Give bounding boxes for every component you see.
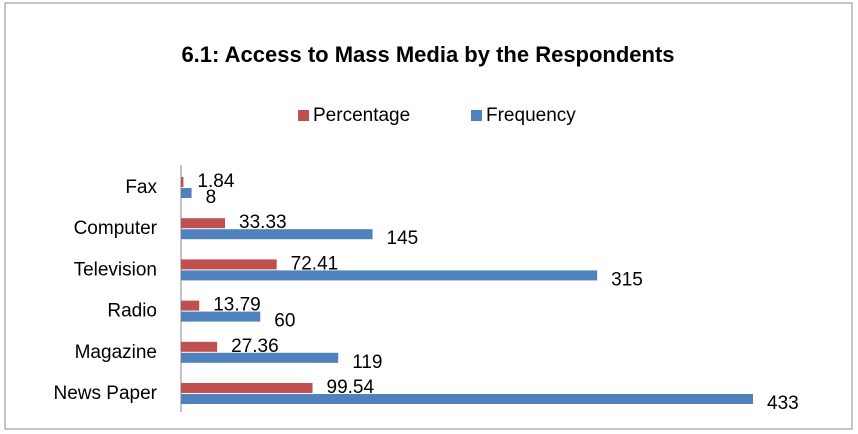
data-label: 99.54 — [327, 377, 375, 398]
y-tick-label: Computer — [74, 218, 158, 239]
bar — [181, 352, 339, 363]
y-tick-label: Radio — [107, 301, 157, 322]
bar — [181, 177, 184, 187]
bar — [181, 229, 373, 240]
y-tick-label: Magazine — [75, 342, 157, 363]
chart-title: 6.1: Access to Mass Media by the Respond… — [181, 42, 674, 67]
chart-border — [4, 2, 853, 430]
y-tick-label: News Paper — [54, 383, 158, 404]
data-label: 1.84 — [197, 171, 234, 192]
data-label: 72.41 — [291, 253, 339, 274]
data-label: 433 — [767, 393, 799, 414]
bar — [181, 300, 200, 311]
bar — [181, 341, 218, 352]
bar — [181, 188, 192, 198]
bar — [181, 394, 754, 404]
y-tick-label: Fax — [125, 177, 157, 198]
legend-label: Frequency — [486, 105, 576, 126]
bar — [181, 218, 226, 229]
data-label: 145 — [387, 228, 419, 249]
y-tick-label: Television — [74, 259, 157, 280]
legend-label: Percentage — [313, 105, 410, 126]
legend-swatch — [471, 110, 482, 121]
data-label: 119 — [352, 352, 382, 373]
bar — [181, 383, 313, 393]
data-label: 13.79 — [213, 295, 261, 316]
data-label: 27.36 — [231, 336, 279, 357]
data-label: 60 — [274, 311, 295, 332]
data-label: 33.33 — [239, 212, 287, 233]
bar — [181, 270, 598, 281]
legend-swatch — [298, 110, 309, 121]
bar — [181, 259, 277, 270]
bar — [181, 311, 261, 322]
data-label: 315 — [611, 269, 643, 290]
data-label: 8 — [206, 187, 217, 208]
